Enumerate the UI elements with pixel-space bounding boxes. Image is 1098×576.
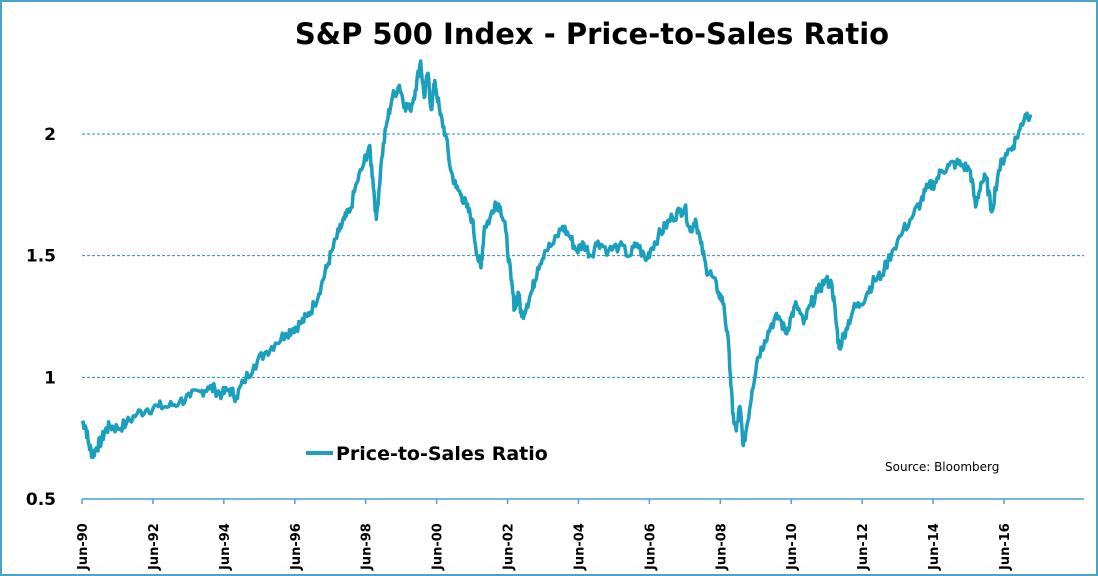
y-tick-label: 1 xyxy=(44,368,56,388)
x-tick-label: Jun-12 xyxy=(856,523,871,571)
legend: Price-to-Sales Ratio xyxy=(306,443,548,465)
gridlines xyxy=(82,133,1084,378)
x-tick-label: Jun-06 xyxy=(643,523,658,571)
y-tick-label: 0.5 xyxy=(26,490,56,510)
x-axis: Jun-90 Jun-92 Jun-94 Jun-96 Jun-98 Jun-00 Jun-… xyxy=(76,498,1084,571)
x-tick-label: Jun-96 xyxy=(289,523,304,571)
plot-area xyxy=(80,59,1033,459)
y-axis-ticks: 0.5 1 1.5 2 xyxy=(26,125,56,510)
x-tick-label: Jun-16 xyxy=(998,523,1013,571)
x-tick-label: Jun-92 xyxy=(147,523,162,571)
legend-label: Price-to-Sales Ratio xyxy=(336,443,548,465)
x-tick-label: Jun-00 xyxy=(431,523,446,571)
x-tick-label: Jun-04 xyxy=(572,523,587,571)
x-tick-label: Jun-08 xyxy=(714,523,729,571)
series-line-price-to-sales xyxy=(80,59,1033,459)
x-tick-label: Jun-14 xyxy=(927,523,942,571)
chart-title: S&P 500 Index - Price-to-Sales Ratio xyxy=(295,17,889,51)
x-tick-label: Jun-94 xyxy=(218,523,233,571)
source-annotation: Source: Bloomberg xyxy=(885,460,999,474)
x-tick-label: Jun-02 xyxy=(502,523,517,571)
y-tick-label: 1.5 xyxy=(26,247,56,267)
x-tick-label: Jun-98 xyxy=(360,523,375,571)
x-tick-label: Jun-90 xyxy=(76,523,91,571)
y-tick-label: 2 xyxy=(44,125,56,145)
x-tick-label: Jun-10 xyxy=(785,523,800,571)
